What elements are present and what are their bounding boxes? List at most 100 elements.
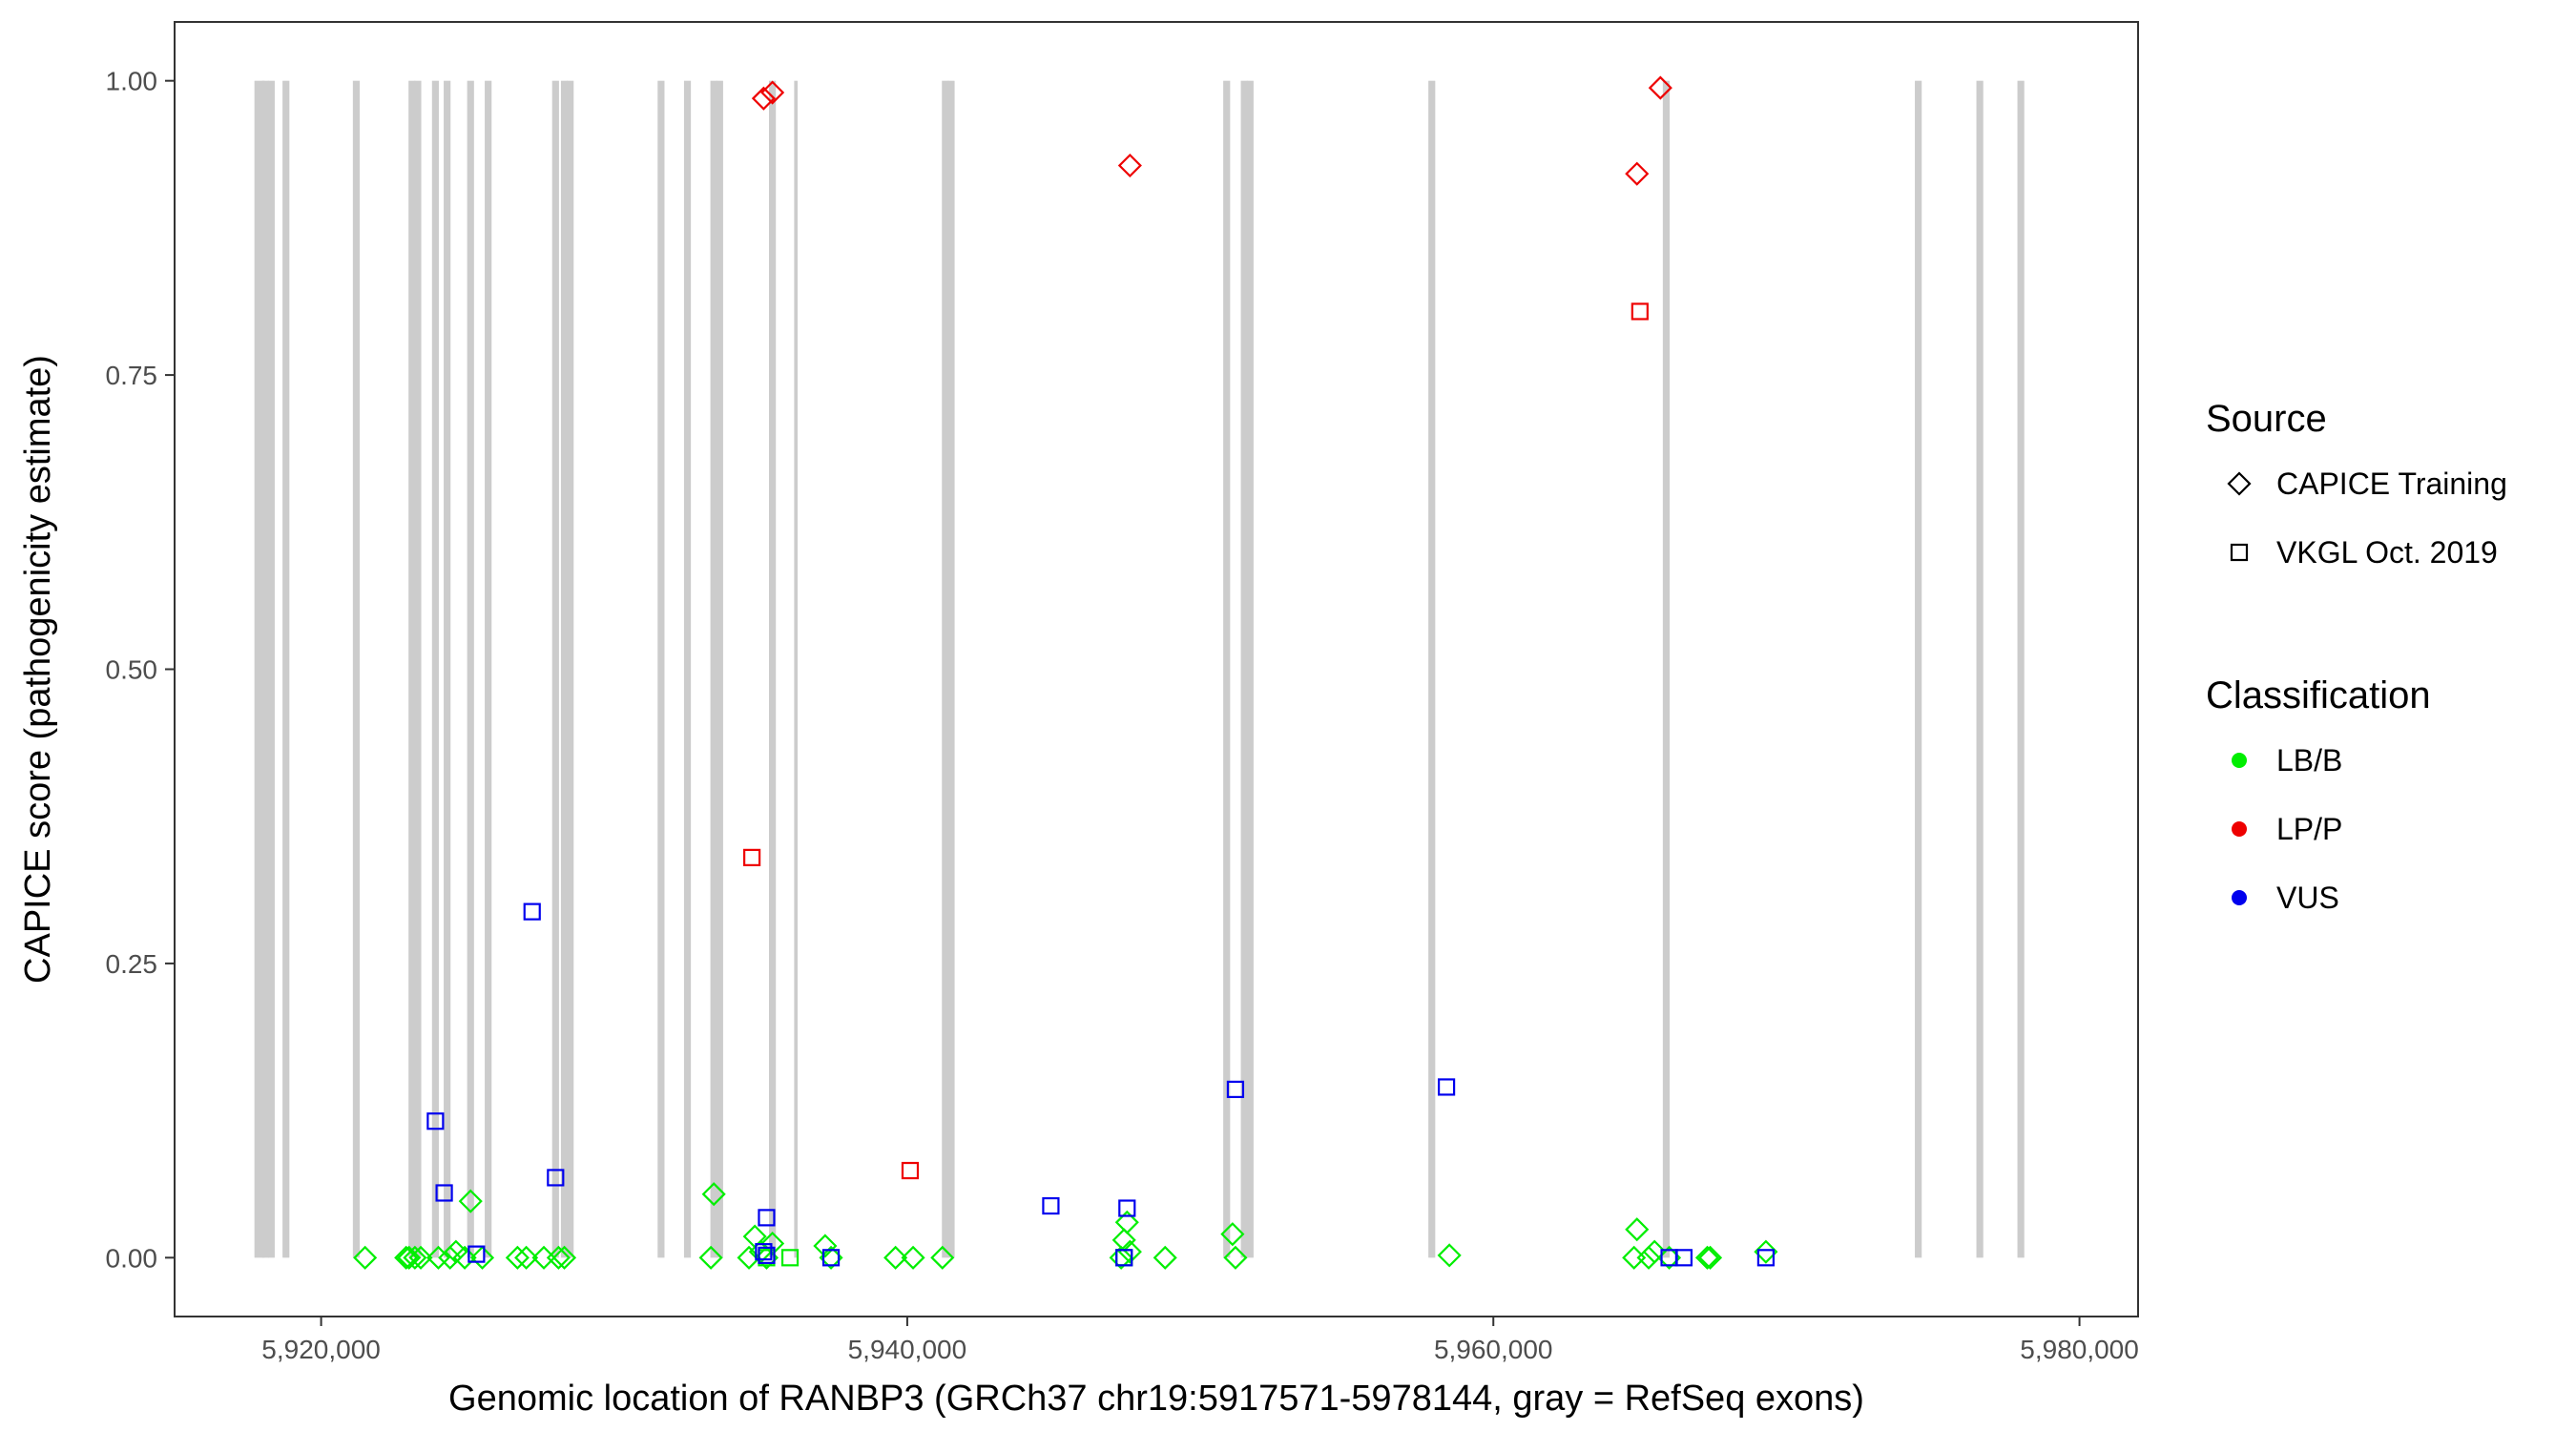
x-tick-label: 5,920,000 <box>261 1335 381 1364</box>
x-tick-label: 5,940,000 <box>848 1335 967 1364</box>
data-point <box>397 1245 422 1270</box>
data-point <box>505 1245 530 1270</box>
data-point <box>1636 1245 1661 1270</box>
legend-classification-label: LP/P <box>2276 812 2342 846</box>
legend-source-label: VKGL Oct. 2019 <box>2276 535 2498 570</box>
exon-line <box>551 80 559 1258</box>
data-point <box>1109 1245 1133 1270</box>
exon-line <box>710 80 717 1258</box>
exon-line <box>408 80 416 1258</box>
data-point <box>1117 153 1142 178</box>
legend-source: Source CAPICE Training VKGL Oct. 2019 <box>2206 398 2507 570</box>
exon-line <box>1915 80 1922 1258</box>
data-point <box>1697 1245 1723 1270</box>
exon-line <box>567 80 574 1258</box>
data-point <box>760 1231 785 1256</box>
x-tick-label: 5,980,000 <box>2020 1335 2139 1364</box>
y-tick-label: 0.00 <box>106 1243 158 1273</box>
data-point <box>1117 1239 1142 1264</box>
data-point <box>751 86 776 111</box>
data-point <box>435 1184 453 1202</box>
exon-line <box>560 80 569 1258</box>
legend-source-label: CAPICE Training <box>2276 467 2507 501</box>
exon-line <box>267 80 275 1258</box>
exon-line <box>769 80 777 1258</box>
data-point <box>1153 1245 1177 1270</box>
data-point <box>1631 302 1649 321</box>
data-point <box>901 1161 920 1180</box>
data-point <box>514 1245 539 1270</box>
exon-line <box>1976 80 1984 1258</box>
data-point <box>1754 1239 1778 1264</box>
data-point <box>698 1245 723 1270</box>
data-point <box>1642 1239 1667 1264</box>
exon-line <box>2017 80 2025 1258</box>
data-point <box>813 1234 838 1258</box>
data-point <box>458 1189 483 1213</box>
exon-line <box>657 80 665 1258</box>
data-point <box>1118 1199 1136 1217</box>
exon-line <box>414 80 422 1258</box>
y-tick-label: 1.00 <box>106 67 158 96</box>
data-point <box>426 1112 445 1130</box>
axes: 0.00 0.25 0.50 0.75 1.00 5,920,000 5,940,000 5,… <box>106 67 2139 1364</box>
legend-color-dot <box>2232 753 2247 768</box>
data-point <box>551 1245 577 1270</box>
exon-line <box>1662 80 1671 1258</box>
x-axis-title: Genomic location of RANBP3 (GRCh37 chr19… <box>448 1379 1864 1419</box>
legend-diamond-marker <box>2227 471 2252 496</box>
data-point <box>760 80 785 105</box>
data-point <box>1220 1222 1245 1247</box>
y-tick-label: 0.25 <box>106 949 158 979</box>
exon-line <box>716 80 723 1258</box>
data-point <box>426 1245 451 1270</box>
data-point <box>547 1169 565 1187</box>
legend-square-marker <box>2230 543 2249 562</box>
exon-line <box>467 80 474 1258</box>
x-tick-label: 5,960,000 <box>1434 1335 1553 1364</box>
data-point <box>701 1182 726 1207</box>
y-tick-label: 0.50 <box>106 655 158 685</box>
data-point <box>901 1245 925 1270</box>
data-point <box>758 1209 776 1227</box>
data-point <box>780 1249 800 1267</box>
data-point <box>743 848 761 866</box>
exon-line <box>444 80 451 1258</box>
data-point <box>353 1245 378 1270</box>
data-point <box>546 1245 571 1270</box>
exon-line <box>1240 80 1248 1258</box>
exon-line <box>431 80 439 1258</box>
data-point <box>1625 161 1650 186</box>
data-point <box>1115 1249 1133 1267</box>
exon-line <box>261 80 269 1258</box>
data-point <box>1625 1217 1650 1242</box>
legend-source-title: Source <box>2206 398 2327 440</box>
data-point <box>1756 1249 1776 1267</box>
exon-line <box>485 80 492 1258</box>
data-point <box>1437 1078 1456 1096</box>
data-point <box>467 1245 486 1263</box>
y-axis-title: CAPICE score (pathogenicity estimate) <box>18 355 58 984</box>
legend-classification-label: VUS <box>2276 881 2339 915</box>
data-point <box>1674 1249 1693 1267</box>
exon-line <box>282 80 290 1258</box>
exon-line <box>1428 80 1436 1258</box>
data-point <box>1437 1243 1462 1268</box>
exon-line <box>254 80 265 1258</box>
data-point <box>821 1249 841 1267</box>
data-point <box>1648 75 1672 100</box>
exon-line <box>1223 80 1231 1258</box>
data-point <box>523 902 541 921</box>
legend-color-dot <box>2232 890 2247 905</box>
data-point <box>1694 1245 1720 1270</box>
legend-color-dot <box>2232 821 2247 837</box>
exon-line <box>794 80 798 1258</box>
data-point <box>403 1245 427 1270</box>
exon-line <box>947 80 955 1258</box>
data-point <box>758 1246 776 1264</box>
data-point <box>930 1245 955 1270</box>
data-point <box>1226 1080 1245 1099</box>
